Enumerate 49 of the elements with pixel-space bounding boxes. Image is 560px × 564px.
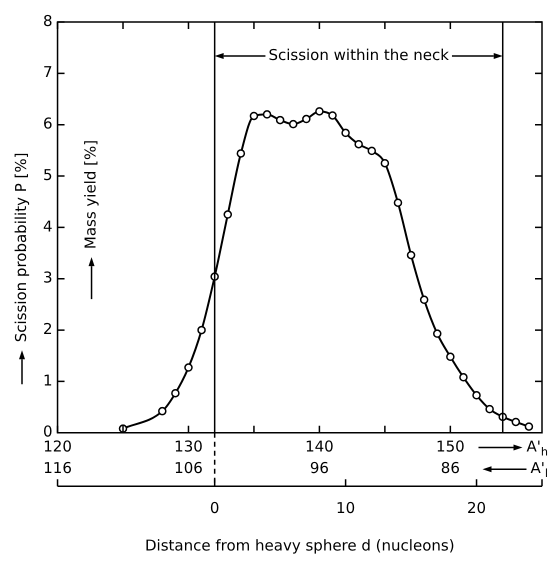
y-axis-title: Scission probability P [%] — [12, 152, 30, 342]
point — [485, 404, 494, 414]
point — [341, 128, 350, 138]
y-tick-label: 8 — [42, 12, 53, 30]
point — [250, 112, 258, 120]
point — [394, 198, 402, 207]
point — [420, 296, 428, 304]
text: 116 — [43, 459, 72, 478]
point — [472, 391, 481, 400]
x2-tick-label: 150 — [436, 438, 465, 456]
point — [276, 116, 284, 124]
point — [368, 146, 376, 156]
x-tick-label: 0 — [210, 499, 220, 518]
point — [224, 210, 232, 219]
point — [197, 326, 206, 334]
annotation: Scission within the neck — [268, 46, 450, 64]
text: 106 — [174, 459, 203, 478]
point — [354, 140, 363, 148]
x-tick-label: 10 — [336, 499, 356, 518]
x-axis-title: Distance from heavy sphere d (nucleons) — [145, 536, 455, 554]
annotation: Mass yield [%] — [81, 140, 100, 250]
text: 86 — [440, 459, 460, 478]
point — [171, 388, 180, 398]
text: 96 — [310, 459, 329, 478]
point — [433, 329, 442, 338]
point — [328, 111, 337, 120]
point — [380, 158, 390, 168]
y-tick-label: 7 — [42, 63, 53, 82]
point — [315, 107, 324, 116]
point — [512, 418, 520, 426]
point — [406, 250, 416, 260]
y-tick-label: 2 — [42, 320, 53, 338]
point — [446, 352, 455, 362]
x2-tick-label: 140 — [305, 438, 334, 456]
y-tick-label: 5 — [42, 166, 53, 184]
y-tick-label: 6 — [42, 114, 53, 133]
point — [184, 363, 193, 372]
point — [158, 406, 167, 416]
y-tick-label: 3 — [42, 268, 53, 287]
point — [288, 120, 298, 128]
point — [262, 110, 272, 119]
x2-tick-label: 130 — [174, 438, 203, 456]
point — [302, 114, 311, 124]
point — [236, 149, 246, 158]
point — [459, 373, 468, 382]
y-tick-label: 4 — [42, 217, 53, 236]
x-tick-label: 20 — [466, 499, 486, 518]
y-tick-label: 1 — [42, 371, 53, 390]
point — [524, 422, 534, 431]
